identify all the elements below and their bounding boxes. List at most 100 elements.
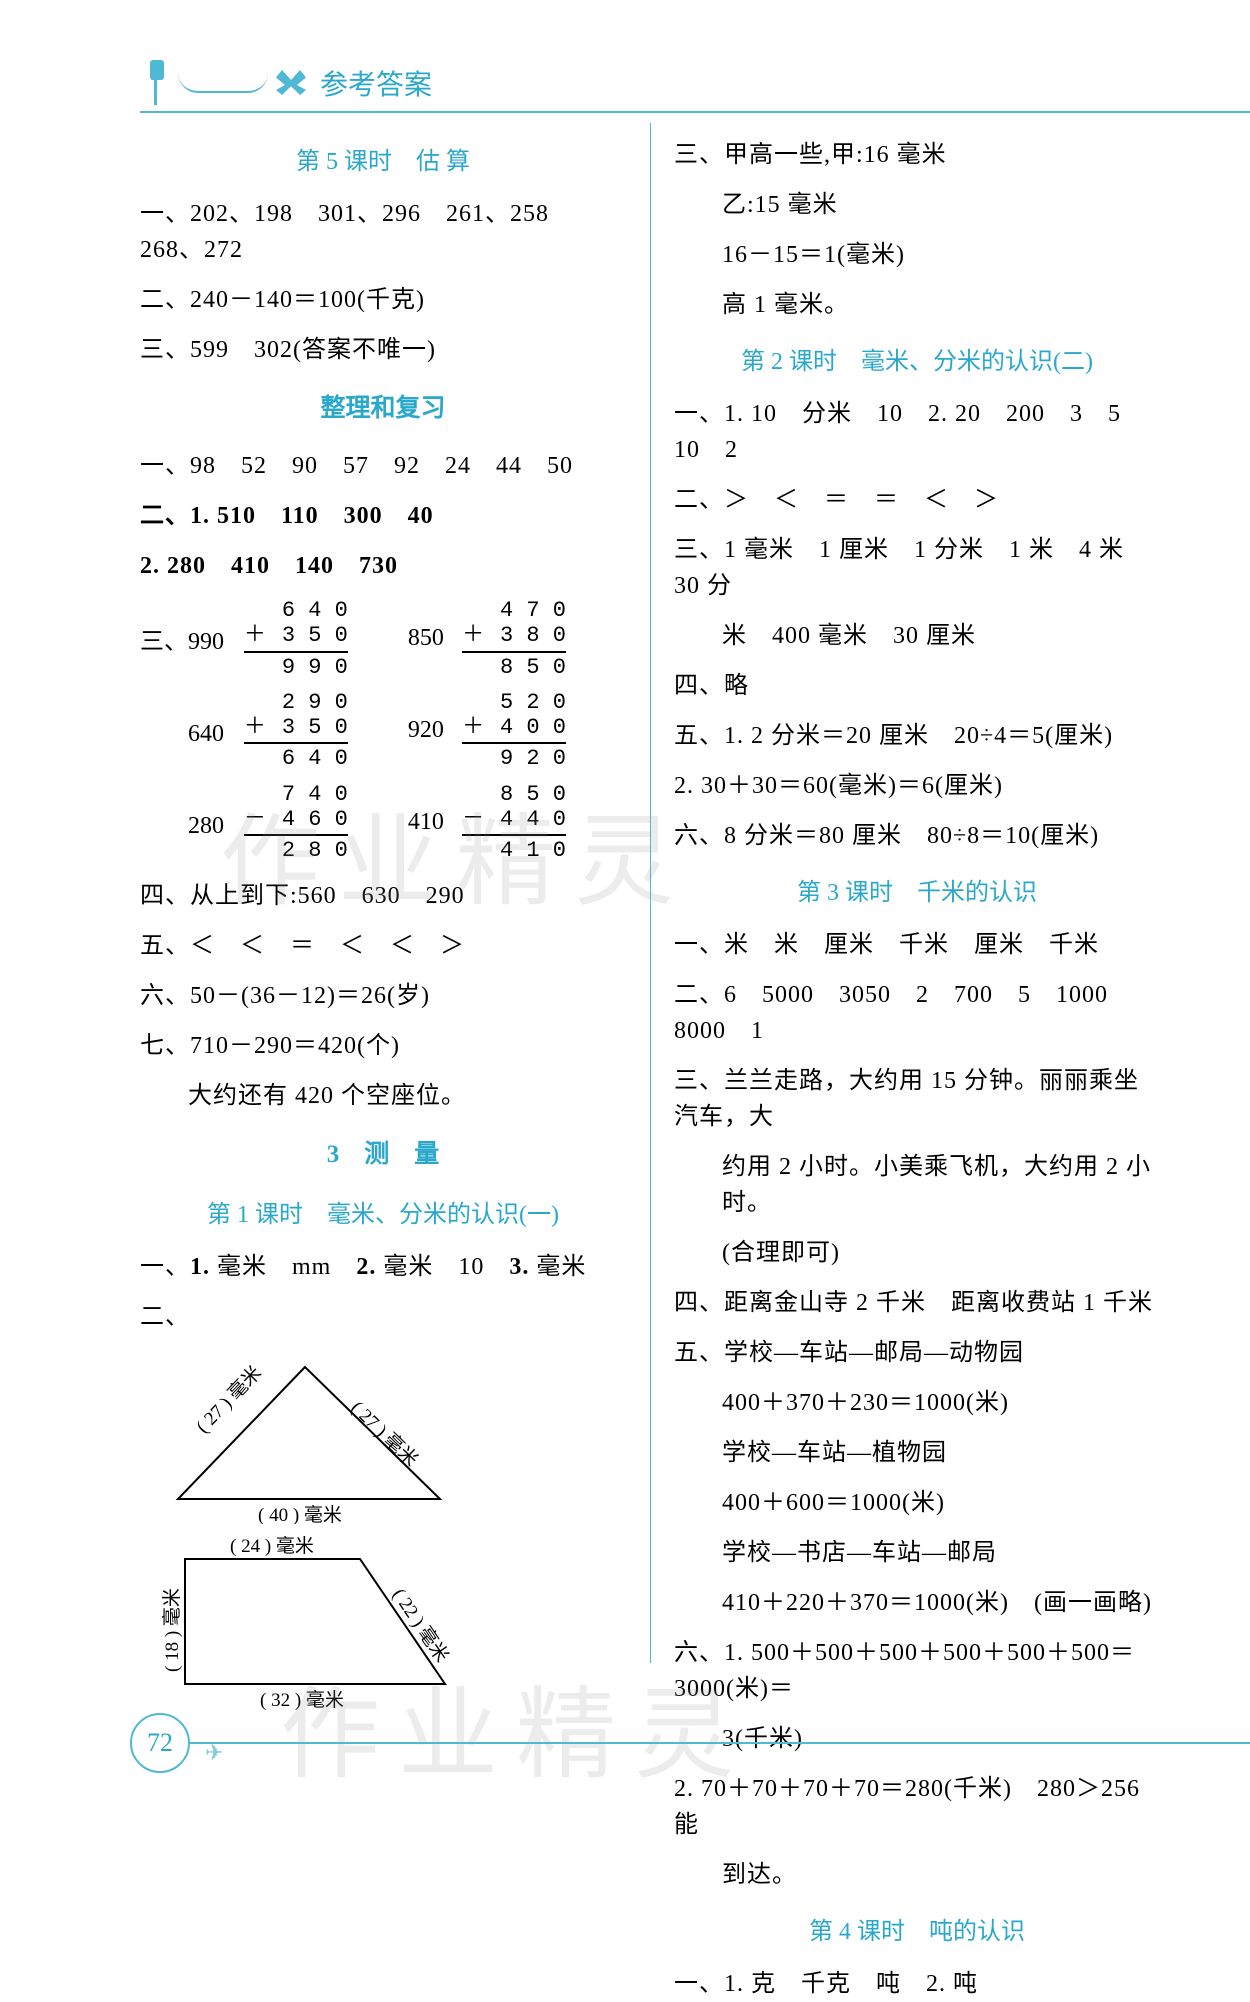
content-columns: 第 5 课时 估 算 一、202、198 301、296 261、258 268… (140, 123, 1160, 1683)
calc-mid: 4 6 0 (266, 807, 348, 832)
calc-mid: 3 8 0 (484, 623, 566, 648)
answer-line: 410＋220＋370＝1000(米) (画一画略) (674, 1585, 1160, 1621)
bird-icon: ✈ (205, 1740, 223, 1766)
lantern-icon (140, 60, 170, 105)
answer-line: 二、＞ ＜ ＝ ＝ ＜ ＞ (674, 482, 1160, 518)
answer-line: 四、从上到下:560 630 290 (140, 878, 626, 914)
calc-lead: 三、990 (140, 621, 244, 656)
answer-line: 一、202、198 301、296 261、258 268、272 (140, 196, 626, 268)
answer-line: 二、1. 510 110 300 40 (140, 498, 626, 534)
answer-line: 五、1. 2 分米＝20 厘米 20÷4＝5(厘米) (674, 718, 1160, 754)
calc-rule (462, 742, 566, 744)
answer-line: 六、8 分米＝80 厘米 80÷8＝10(厘米) (674, 818, 1160, 854)
tri-side-a: ( 27 ) 毫米 (192, 1362, 266, 1438)
answer-line: 16－15＝1(毫米) (674, 237, 1160, 273)
answer-line: 六、1. 500＋500＋500＋500＋500＋500＝3000(米)＝ (674, 1635, 1160, 1707)
calc-rule (244, 651, 348, 653)
calc-lead: 410 (408, 809, 462, 836)
header-title: 参考答案 (320, 63, 432, 103)
calc-bot: 8 5 0 (462, 655, 566, 680)
answer-line: 五、学校—车站—邮局—动物园 (674, 1335, 1160, 1371)
lesson5-title: 第 5 课时 估 算 (140, 141, 626, 176)
lesson2-title: 第 2 课时 毫米、分米的认识(二) (674, 341, 1160, 376)
answer-line: 乙:15 毫米 (674, 187, 1160, 223)
answer-line: 二、6 5000 3050 2 700 5 1000 8000 1 (674, 977, 1160, 1049)
answer-line: 3(千米) (674, 1721, 1160, 1757)
calc-op: ＋ (462, 623, 484, 648)
chapter3-title: 3 测 量 (140, 1134, 626, 1170)
answer-line: 四、距离金山寺 2 千米 距离收费站 1 千米 (674, 1285, 1160, 1321)
left-column: 第 5 课时 估 算 一、202、198 301、296 261、258 268… (140, 123, 650, 1683)
lesson4-title: 第 4 课时 吨的认识 (674, 1911, 1160, 1946)
answer-line: 三、甲高一些,甲:16 毫米 (674, 137, 1160, 173)
calc-rule (244, 834, 348, 836)
answer-text: 二、1. 510 110 300 40 (140, 503, 434, 529)
answer-line: (合理即可) (674, 1235, 1160, 1271)
calc-op: ＋ (462, 715, 484, 740)
right-column: 三、甲高一些,甲:16 毫米 乙:15 毫米 16－15＝1(毫米) 高 1 毫… (650, 123, 1160, 1683)
answer-line: 到达。 (674, 1857, 1160, 1893)
answer-line: 三、1 毫米 1 厘米 1 分米 1 米 4 米 30 分 (674, 532, 1160, 604)
calc-lead: 280 (140, 805, 244, 840)
calc-bot: 6 4 0 (244, 746, 348, 771)
calc-lead: 850 (408, 625, 462, 652)
answer-line: 400＋370＋230＝1000(米) (674, 1385, 1160, 1421)
lesson1-title: 第 1 课时 毫米、分米的认识(一) (140, 1194, 626, 1229)
calc-rule (462, 651, 566, 653)
answer-line: 2. 70＋70＋70＋70＝280(千米) 280＞256 能 (674, 1771, 1160, 1843)
answer-line: 二、 (140, 1299, 626, 1335)
calc-top: 6 4 0 (244, 598, 348, 623)
answer-line: 一、1. 克 千克 吨 2. 吨 (674, 1966, 1160, 2002)
calc-mid: 4 0 0 (484, 715, 566, 740)
calc-top: 5 2 0 (462, 690, 566, 715)
header-underline (140, 111, 1250, 113)
answer-line: 大约还有 420 个空座位。 (140, 1078, 626, 1114)
answer-text: 2. 280 410 140 730 (140, 553, 398, 579)
answer-line: 七、710－290＝420(个) (140, 1028, 626, 1064)
vertical-calc: 4 7 0 ＋3 8 0 8 5 0 (462, 598, 566, 680)
answer-line: 学校—书店—车站—邮局 (674, 1535, 1160, 1571)
calc-top: 7 4 0 (244, 782, 348, 807)
vertical-calc: 6 4 0 ＋3 5 0 9 9 0 (244, 598, 348, 680)
calc-bot: 9 2 0 (462, 746, 566, 771)
review-title: 整理和复习 (140, 388, 626, 424)
header-curve-icon (178, 73, 268, 93)
answer-line: 2. 280 410 140 730 (140, 548, 626, 584)
answer-line: 五、＜ ＜ ＝ ＜ ＜ ＞ (140, 928, 626, 964)
calc-top: 8 5 0 (462, 782, 566, 807)
answer-line: 一、1. 10 分米 10 2. 20 200 3 5 10 2 (674, 396, 1160, 468)
vertical-calc-row: 三、990 6 4 0 ＋3 5 0 9 9 0 850 4 7 0 ＋3 8 … (140, 598, 626, 680)
calc-bot: 4 1 0 (462, 838, 566, 863)
footer-line (190, 1742, 1250, 1744)
vertical-calc: 8 5 0 －4 4 0 4 1 0 (462, 782, 566, 864)
vertical-calc-row: 280 7 4 0 －4 6 0 2 8 0 410 8 5 0 －4 4 0 … (140, 782, 626, 864)
calc-mid: 3 5 0 (266, 715, 348, 740)
answer-line: 一、米 米 厘米 千米 厘米 千米 (674, 927, 1160, 963)
answer-line: 约用 2 小时。小美乘飞机，大约用 2 小时。 (674, 1149, 1160, 1221)
calc-rule (244, 742, 348, 744)
calc-op: ＋ (244, 623, 266, 648)
tri-side-c: ( 40 ) 毫米 (258, 1504, 342, 1524)
triangle-figure: ( 27 ) 毫米 ( 27 ) 毫米 ( 40 ) 毫米 (140, 1349, 470, 1524)
answer-line: 高 1 毫米。 (674, 287, 1160, 323)
answer-line: 三、599 302(答案不唯一) (140, 332, 626, 368)
vertical-calc: 2 9 0 ＋3 5 0 6 4 0 (244, 690, 348, 772)
calc-bot: 9 9 0 (244, 655, 348, 680)
answer-line: 一、98 52 90 57 92 24 44 50 (140, 448, 626, 484)
quad-figure: ( 24 ) 毫米 ( 22 ) 毫米 ( 32 ) 毫米 ( 18 ) 毫米 (140, 1524, 470, 1714)
answer-line: 三、兰兰走路，大约用 15 分钟。丽丽乘坐汽车，大 (674, 1063, 1160, 1135)
page-header: 参考答案 (140, 60, 1160, 105)
quad-side-a: ( 24 ) 毫米 (230, 1535, 314, 1557)
calc-op: ＋ (244, 715, 266, 740)
calc-lead: 640 (140, 713, 244, 748)
quad-side-d: ( 18 ) 毫米 (161, 1588, 183, 1672)
answer-line: 二、240－140＝100(千克) (140, 282, 626, 318)
quad-side-c: ( 32 ) 毫米 (260, 1689, 344, 1711)
answer-line: 400＋600＝1000(米) (674, 1485, 1160, 1521)
calc-top: 4 7 0 (462, 598, 566, 623)
tri-side-b: ( 27 ) 毫米 (347, 1396, 423, 1470)
vertical-calc: 7 4 0 －4 6 0 2 8 0 (244, 782, 348, 864)
butterfly-icon (276, 70, 306, 95)
calc-lead: 920 (408, 717, 462, 744)
quad-side-b: ( 22 ) 毫米 (388, 1584, 453, 1666)
